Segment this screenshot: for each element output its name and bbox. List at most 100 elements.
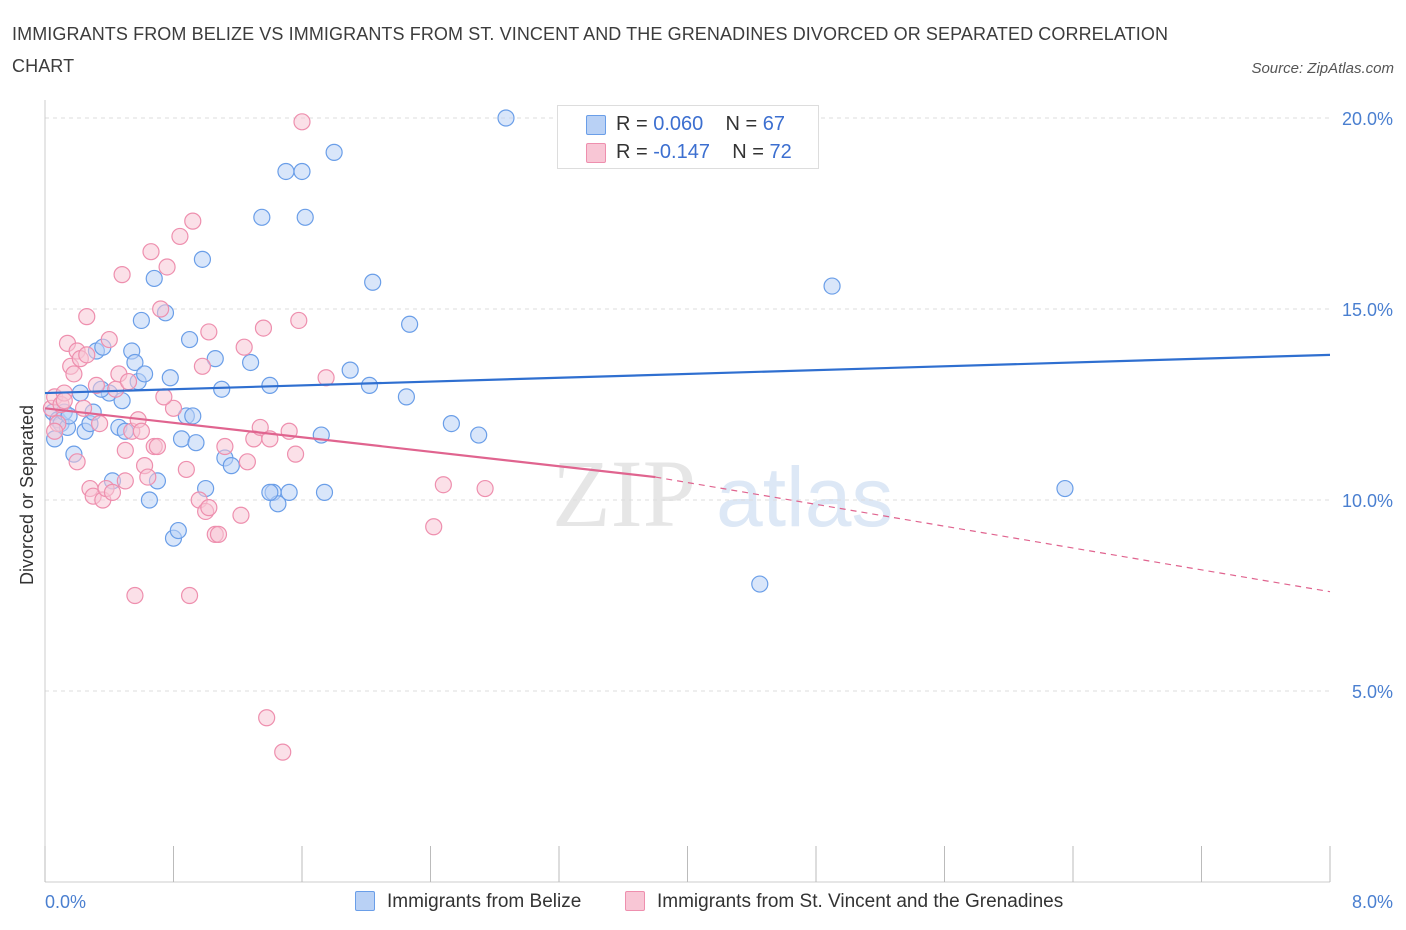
data-point xyxy=(145,269,163,288)
data-point xyxy=(158,258,176,276)
stats-legend: R = 0.060 N = 67 R = -0.147 N = 72 xyxy=(557,105,819,169)
data-point xyxy=(213,380,231,398)
belize-legend-swatch xyxy=(355,891,375,911)
data-point xyxy=(397,388,416,406)
data-point xyxy=(296,208,314,226)
data-point xyxy=(180,330,199,349)
data-point xyxy=(148,437,167,456)
data-point xyxy=(139,468,157,486)
data-point xyxy=(184,407,202,425)
x-tick-label: 8.0% xyxy=(1352,892,1393,912)
data-point xyxy=(87,376,106,394)
n-value: 72 xyxy=(769,141,792,163)
watermark-atlas: atlas xyxy=(716,450,893,544)
data-point xyxy=(442,415,460,433)
data-point xyxy=(187,434,205,452)
legend-item-stvincent[interactable]: Immigrants from St. Vincent and the Gren… xyxy=(625,889,1105,915)
legend-label: Immigrants from St. Vincent and the Gren… xyxy=(657,891,1064,912)
data-point xyxy=(216,437,234,456)
data-point xyxy=(78,346,96,364)
series-layer xyxy=(42,109,1074,761)
data-point xyxy=(78,308,96,326)
data-point xyxy=(476,479,494,498)
data-point xyxy=(193,250,212,268)
data-point xyxy=(425,518,443,536)
series-stvincent xyxy=(42,113,494,761)
n-label: N = xyxy=(725,113,758,135)
gridlines xyxy=(45,117,1330,692)
data-point xyxy=(290,311,308,330)
stvincent-swatch xyxy=(586,143,606,163)
trend-line-extrapolated xyxy=(655,476,1331,593)
data-point xyxy=(242,353,260,372)
axes xyxy=(44,100,1331,883)
data-point xyxy=(126,353,144,372)
data-point xyxy=(434,476,452,494)
data-point xyxy=(172,430,191,448)
data-point xyxy=(180,586,199,605)
data-point xyxy=(100,330,118,349)
legend-item-belize[interactable]: Immigrants from Belize xyxy=(355,889,615,915)
y-tick-label: 5.0% xyxy=(1352,682,1393,702)
trend-layer xyxy=(44,353,1331,593)
data-point xyxy=(177,460,195,479)
data-point xyxy=(238,453,256,471)
data-point xyxy=(132,422,150,440)
data-point xyxy=(142,243,160,261)
y-tick-label: 20.0% xyxy=(1342,109,1393,129)
data-point xyxy=(126,586,144,605)
data-point xyxy=(222,457,240,475)
data-point xyxy=(751,575,769,593)
data-point xyxy=(261,483,279,501)
data-point xyxy=(254,319,273,337)
data-point xyxy=(277,162,295,181)
data-point xyxy=(325,143,343,161)
data-point xyxy=(116,441,134,459)
data-point xyxy=(364,273,382,291)
y-tick-label: 10.0% xyxy=(1342,491,1393,511)
data-point xyxy=(113,266,131,284)
data-point xyxy=(317,369,335,387)
watermark-zip: ZIP xyxy=(552,440,696,547)
n-label: N = xyxy=(732,141,764,163)
r-label: R = xyxy=(616,141,648,163)
data-point xyxy=(258,709,276,727)
data-point xyxy=(253,208,271,226)
data-point xyxy=(164,399,183,417)
data-point xyxy=(280,483,298,501)
chart-source: Source: ZipAtlas.com xyxy=(1251,60,1394,77)
r-value: -0.147 xyxy=(653,141,710,163)
stvincent-legend-swatch xyxy=(625,891,645,911)
data-point xyxy=(169,521,187,540)
data-point xyxy=(91,415,109,433)
data-point xyxy=(132,311,150,330)
x-tick-label: 0.0% xyxy=(45,892,86,912)
data-point xyxy=(55,392,73,410)
data-point xyxy=(200,499,218,517)
data-point xyxy=(401,315,419,333)
data-point xyxy=(293,162,311,181)
r-label: R = xyxy=(616,113,648,135)
data-point xyxy=(46,422,64,440)
data-point xyxy=(200,323,218,341)
data-point xyxy=(341,361,359,379)
stats-text: R = 0.060 N = 67 xyxy=(616,111,785,137)
trend-line xyxy=(44,353,1331,395)
data-point xyxy=(315,483,334,501)
data-point xyxy=(103,483,122,501)
data-point xyxy=(119,372,138,391)
data-point xyxy=(293,113,311,131)
data-point xyxy=(155,388,173,406)
data-point xyxy=(497,109,515,127)
data-point xyxy=(1056,479,1074,498)
data-point xyxy=(65,365,83,383)
data-point xyxy=(232,506,250,524)
y-axis-label: Divorced or Separated xyxy=(17,405,37,585)
tick-labels: 5.0% 10.0% 15.0% 20.0% 0.0% 8.0% xyxy=(45,109,1393,912)
belize-swatch xyxy=(586,115,606,135)
data-point xyxy=(68,453,86,471)
n-value: 67 xyxy=(762,113,786,135)
trend-line xyxy=(44,407,656,479)
data-point xyxy=(360,376,379,394)
